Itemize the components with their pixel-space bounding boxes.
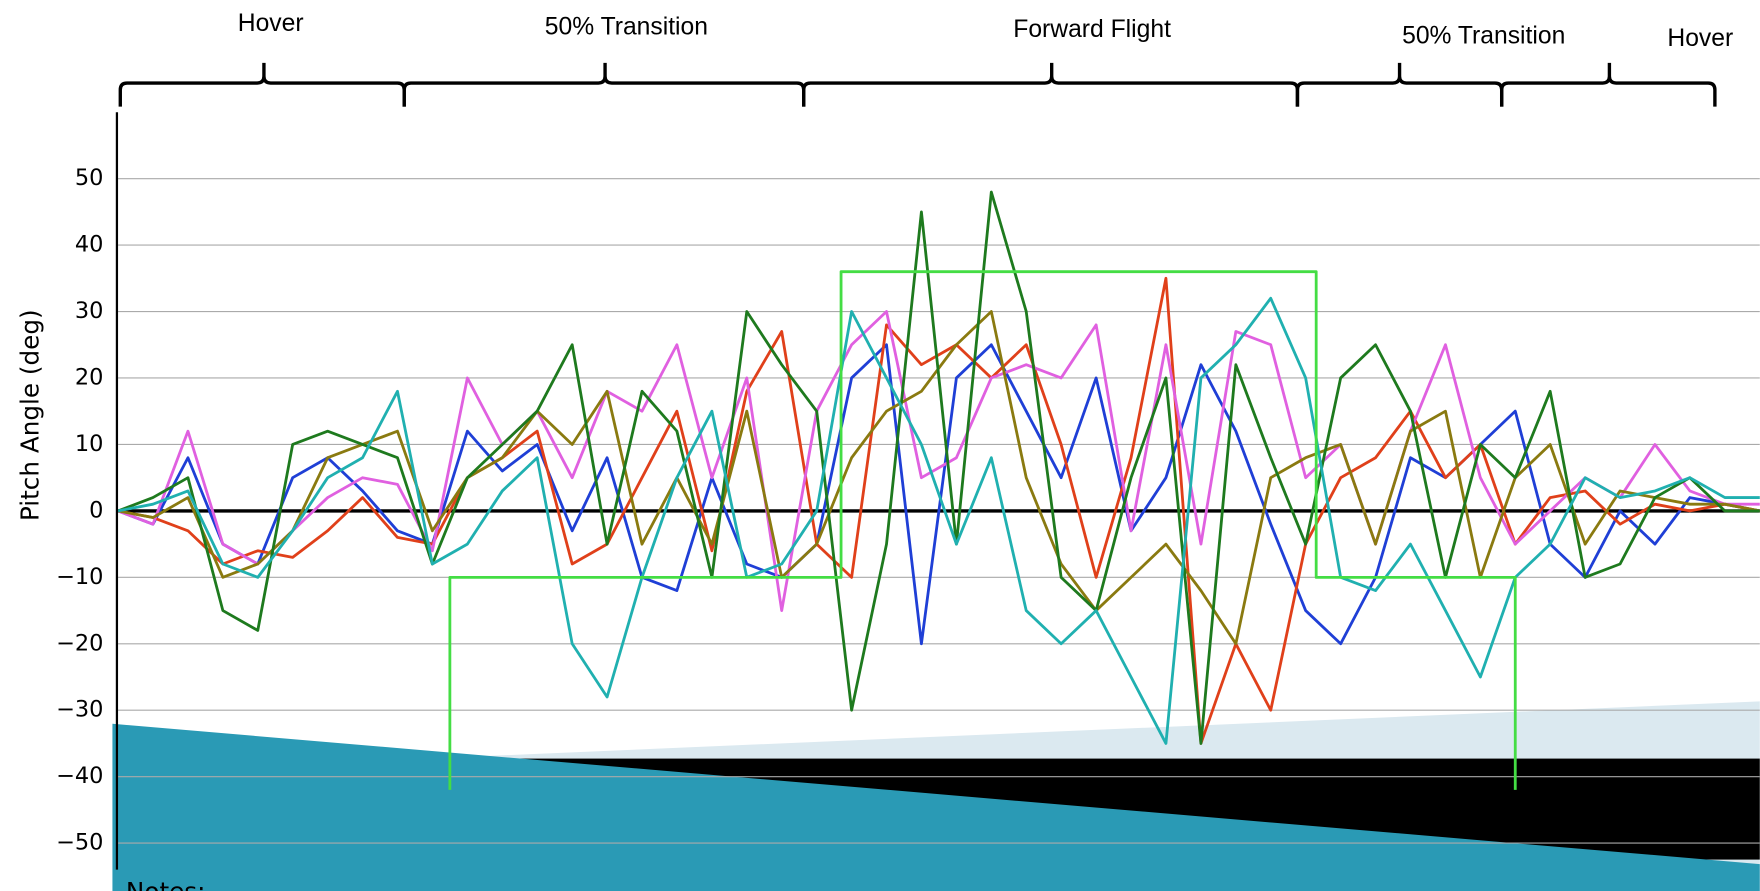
braces <box>118 62 1717 107</box>
y-tick-label: −40 <box>56 763 103 789</box>
phase-label: 50% Transition <box>1402 23 1565 50</box>
y-tick-label: −20 <box>56 630 103 656</box>
y-axis-label: Pitch Angle (deg) <box>16 309 45 521</box>
brace <box>1499 62 1717 107</box>
y-tick-label: 0 <box>89 497 103 523</box>
decor <box>112 701 1760 891</box>
bg-blue <box>112 723 1760 891</box>
y-tick-label: 10 <box>75 431 104 457</box>
brace <box>118 62 406 107</box>
lines <box>117 190 1760 790</box>
series-line <box>117 343 1760 646</box>
series-line <box>117 310 1760 612</box>
series-line <box>117 190 1760 745</box>
phase-label: Hover <box>1667 25 1733 52</box>
y-tick-label: −10 <box>56 564 103 590</box>
y-tick-label: 20 <box>75 364 104 390</box>
brace <box>402 62 806 107</box>
phase-label: Forward Flight <box>1013 16 1171 43</box>
phase-label: 50% Transition <box>545 14 708 41</box>
y-tick-label: 40 <box>75 232 104 258</box>
y-tick-label: 50 <box>75 165 104 191</box>
series-line <box>448 270 1517 790</box>
notes: Notes: <box>126 877 206 891</box>
phase-label: Hover <box>238 10 304 37</box>
brace <box>1295 62 1504 107</box>
y-tick-label: −30 <box>56 697 103 723</box>
y-tick-label: −50 <box>56 830 103 856</box>
series-line <box>117 296 1760 745</box>
brace <box>802 62 1300 107</box>
series-line <box>117 276 1760 745</box>
y-tick-label: 30 <box>75 298 104 324</box>
